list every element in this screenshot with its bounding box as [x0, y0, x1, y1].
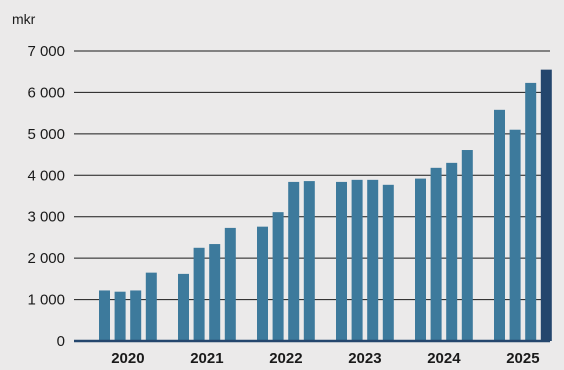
- bar: [446, 162, 458, 341]
- bar: [193, 247, 205, 341]
- x-tick-label: 2024: [427, 350, 461, 367]
- bar: [272, 212, 284, 341]
- x-tick-label: 2021: [190, 350, 223, 367]
- y-tick-label: 3 000: [27, 209, 65, 226]
- x-tick-label: 2025: [506, 350, 539, 367]
- y-tick-label: 2 000: [27, 250, 65, 267]
- bar: [351, 179, 363, 341]
- bar: [415, 178, 426, 341]
- bar: [99, 290, 110, 341]
- y-axis-ticks: 0 1 000 2 000 3 000 4 000 5 000 6 000 7 000: [27, 43, 65, 350]
- bar: [509, 129, 521, 341]
- y-tick-label: 1 000: [27, 292, 65, 309]
- bar: [367, 179, 379, 341]
- x-tick-label: 2020: [111, 350, 144, 367]
- bar: [303, 181, 315, 341]
- bar: [430, 167, 442, 341]
- bar: [257, 226, 268, 341]
- x-tick-label: 2022: [269, 350, 302, 367]
- bar: [114, 291, 126, 341]
- x-tick-label: 2023: [348, 350, 381, 367]
- y-tick-label: 4 000: [27, 167, 65, 184]
- bar: [336, 181, 347, 341]
- y-tick-label: 6 000: [27, 84, 65, 101]
- bars: [99, 69, 552, 342]
- bar: [209, 244, 221, 341]
- bar: [525, 82, 537, 342]
- y-tick-label: 0: [57, 333, 65, 350]
- y-tick-label: 7 000: [27, 43, 65, 60]
- bar: [288, 181, 300, 341]
- bar: [494, 109, 505, 341]
- bar: [145, 272, 157, 341]
- x-axis-labels: 2020 2021 2022 2023 2024 2025: [111, 350, 539, 367]
- bar: [224, 227, 236, 341]
- bar: [461, 150, 473, 341]
- y-tick-label: 5 000: [27, 126, 65, 143]
- bar: [382, 184, 394, 341]
- bar: [178, 273, 189, 341]
- bar: [130, 290, 142, 341]
- bar: [540, 69, 552, 342]
- unit-label: mkr: [12, 11, 36, 27]
